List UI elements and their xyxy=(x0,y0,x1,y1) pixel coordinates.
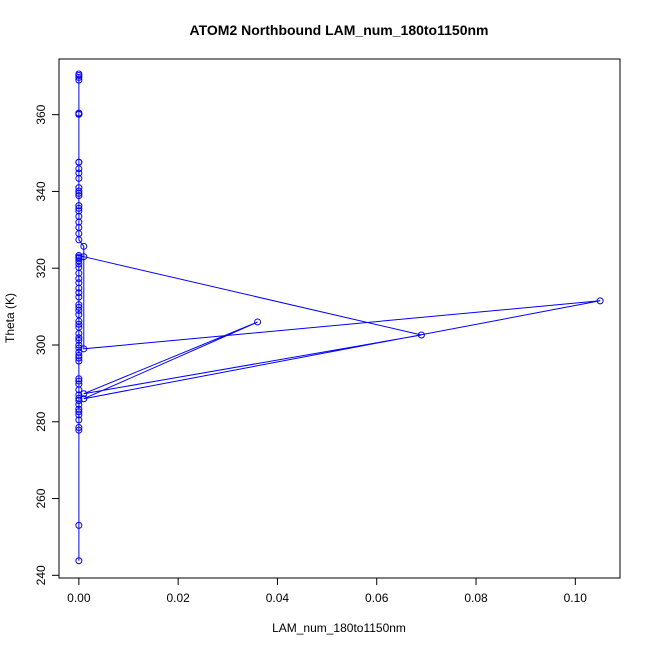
data-point xyxy=(75,341,83,349)
y-tick-label: 280 xyxy=(34,411,48,431)
x-tick-label: 0.06 xyxy=(365,591,389,605)
y-tick-label: 320 xyxy=(34,258,48,278)
data-point xyxy=(75,375,83,383)
data-point xyxy=(75,351,83,359)
data-point xyxy=(80,253,88,261)
data-point xyxy=(75,207,83,215)
data-point xyxy=(596,297,604,305)
x-axis: 0.00 0.02 0.04 0.06 0.08 0.10 xyxy=(67,577,588,605)
data-point xyxy=(75,377,83,385)
data-point xyxy=(75,169,83,177)
data-point xyxy=(254,318,262,326)
data-point xyxy=(75,293,83,301)
data-point xyxy=(75,224,83,232)
x-axis-label: LAM_num_180to1150nm xyxy=(272,621,406,635)
data-point xyxy=(75,279,83,287)
data-point xyxy=(75,289,83,297)
data-point xyxy=(80,395,88,403)
data-point xyxy=(75,334,83,342)
data-point xyxy=(75,184,83,192)
plot-frame xyxy=(58,58,621,579)
data-point xyxy=(75,252,83,260)
data-point xyxy=(75,348,83,356)
data-point xyxy=(75,212,83,220)
series-layer xyxy=(75,70,604,565)
data-point xyxy=(75,174,83,182)
data-point xyxy=(75,284,83,292)
data-point xyxy=(75,320,83,328)
data-point xyxy=(75,275,83,283)
data-point xyxy=(75,158,83,166)
data-point xyxy=(80,345,88,353)
x-tick-label: 0.00 xyxy=(67,591,91,605)
data-point xyxy=(75,165,83,173)
data-point xyxy=(75,408,83,416)
data-point xyxy=(75,110,83,118)
y-tick-label: 300 xyxy=(34,335,48,355)
data-point xyxy=(75,416,83,424)
data-point xyxy=(75,301,83,309)
data-point xyxy=(75,257,83,265)
series-line xyxy=(78,74,601,561)
data-point xyxy=(75,73,83,81)
x-tick-label: 0.10 xyxy=(564,591,588,605)
data-point xyxy=(75,405,83,413)
x-tick-label: 0.04 xyxy=(266,591,290,605)
data-point xyxy=(80,242,88,250)
x-tick-label: 0.08 xyxy=(464,591,488,605)
chart-title: ATOM2 Northbound LAM_num_180to1150nm xyxy=(190,22,489,38)
data-point xyxy=(75,303,83,311)
y-axis-label: Theta (K) xyxy=(3,293,17,343)
x-tick-label: 0.02 xyxy=(166,591,190,605)
data-point xyxy=(75,380,83,388)
data-point xyxy=(75,557,83,565)
data-point xyxy=(75,394,83,402)
y-tick-label: 360 xyxy=(34,104,48,124)
data-point xyxy=(75,521,83,529)
data-point xyxy=(75,202,83,210)
data-point xyxy=(417,331,425,339)
y-tick-label: 260 xyxy=(34,488,48,508)
y-tick-label: 340 xyxy=(34,181,48,201)
data-point xyxy=(75,192,83,200)
data-point xyxy=(75,391,83,399)
data-point xyxy=(80,390,88,398)
y-axis: 240 260 280 300 320 340 360 xyxy=(34,104,60,585)
data-point xyxy=(75,424,83,432)
data-point xyxy=(75,70,83,78)
data-point xyxy=(75,263,83,271)
data-point xyxy=(75,344,83,352)
y-tick-label: 240 xyxy=(34,565,48,585)
data-point xyxy=(75,311,83,319)
data-point xyxy=(75,426,83,434)
data-point xyxy=(75,317,83,325)
data-point xyxy=(75,204,83,212)
data-point xyxy=(75,187,83,195)
data-point xyxy=(75,336,83,344)
